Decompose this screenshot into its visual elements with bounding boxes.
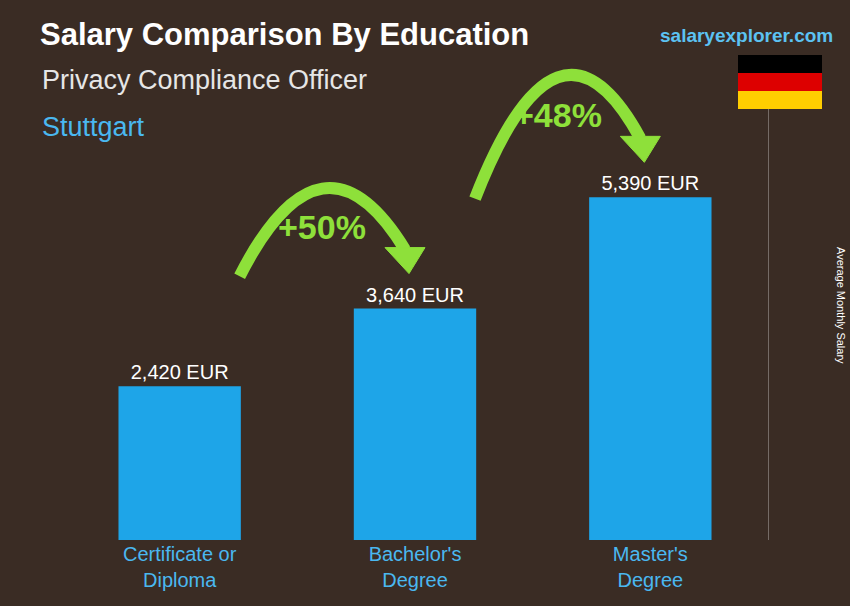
svg-text:Certificate orDiploma: Certificate orDiploma <box>123 543 237 591</box>
svg-text:5,390 EUR: 5,390 EUR <box>601 172 699 194</box>
svg-text:+50%: +50% <box>278 208 366 246</box>
svg-text:Stuttgart: Stuttgart <box>42 112 145 142</box>
svg-text:Master'sDegree: Master'sDegree <box>613 543 688 591</box>
svg-text:salaryexplorer.com: salaryexplorer.com <box>660 25 833 46</box>
svg-text:3,640 EUR: 3,640 EUR <box>366 284 464 306</box>
svg-text:Average Monthly Salary: Average Monthly Salary <box>835 247 847 364</box>
svg-text:Salary Comparison By Education: Salary Comparison By Education <box>40 17 529 52</box>
svg-text:Bachelor'sDegree: Bachelor'sDegree <box>369 543 462 591</box>
svg-text:+48%: +48% <box>514 96 602 134</box>
svg-text:Privacy Compliance Officer: Privacy Compliance Officer <box>42 65 367 95</box>
svg-text:2,420 EUR: 2,420 EUR <box>131 361 229 383</box>
